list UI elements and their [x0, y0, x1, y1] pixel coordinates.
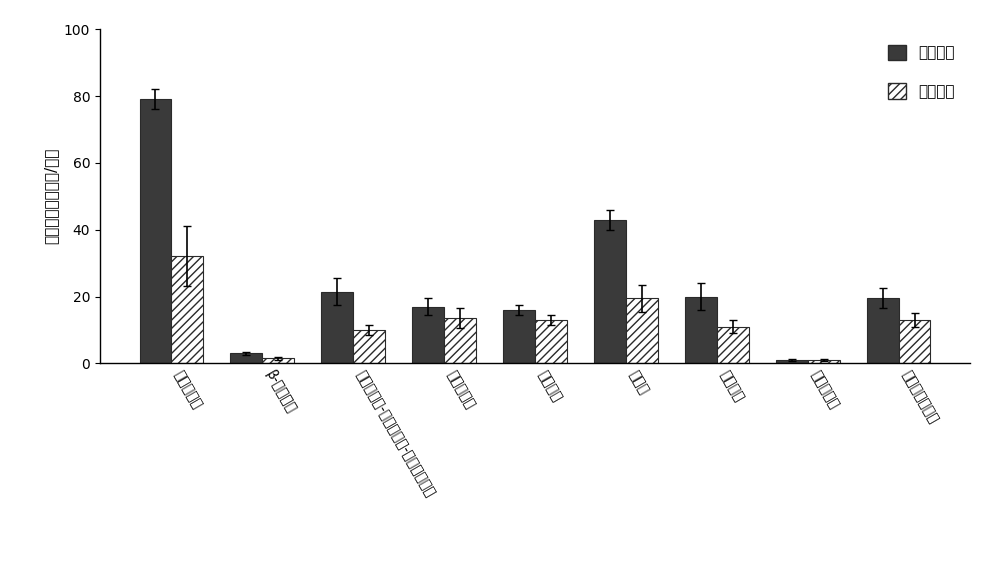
Bar — [230, 353, 262, 363]
Bar — [444, 318, 476, 363]
Bar — [503, 310, 535, 363]
Bar — [171, 257, 203, 363]
Bar — [867, 298, 899, 363]
Bar — [594, 220, 626, 363]
Bar — [412, 306, 444, 363]
Bar — [262, 358, 294, 363]
Bar — [140, 100, 171, 363]
Bar — [321, 291, 353, 363]
Bar — [808, 360, 840, 363]
Bar — [353, 330, 385, 363]
Bar — [626, 298, 658, 363]
Bar — [776, 360, 808, 363]
Bar — [717, 326, 749, 363]
Bar — [899, 320, 930, 363]
Legend: 初始土壤, 处理土壤: 初始土壤, 处理土壤 — [880, 37, 962, 107]
Bar — [535, 320, 567, 363]
Bar — [685, 297, 717, 363]
Y-axis label: 绝对丰度（拷贝数/克）: 绝对丰度（拷贝数/克） — [43, 148, 58, 244]
